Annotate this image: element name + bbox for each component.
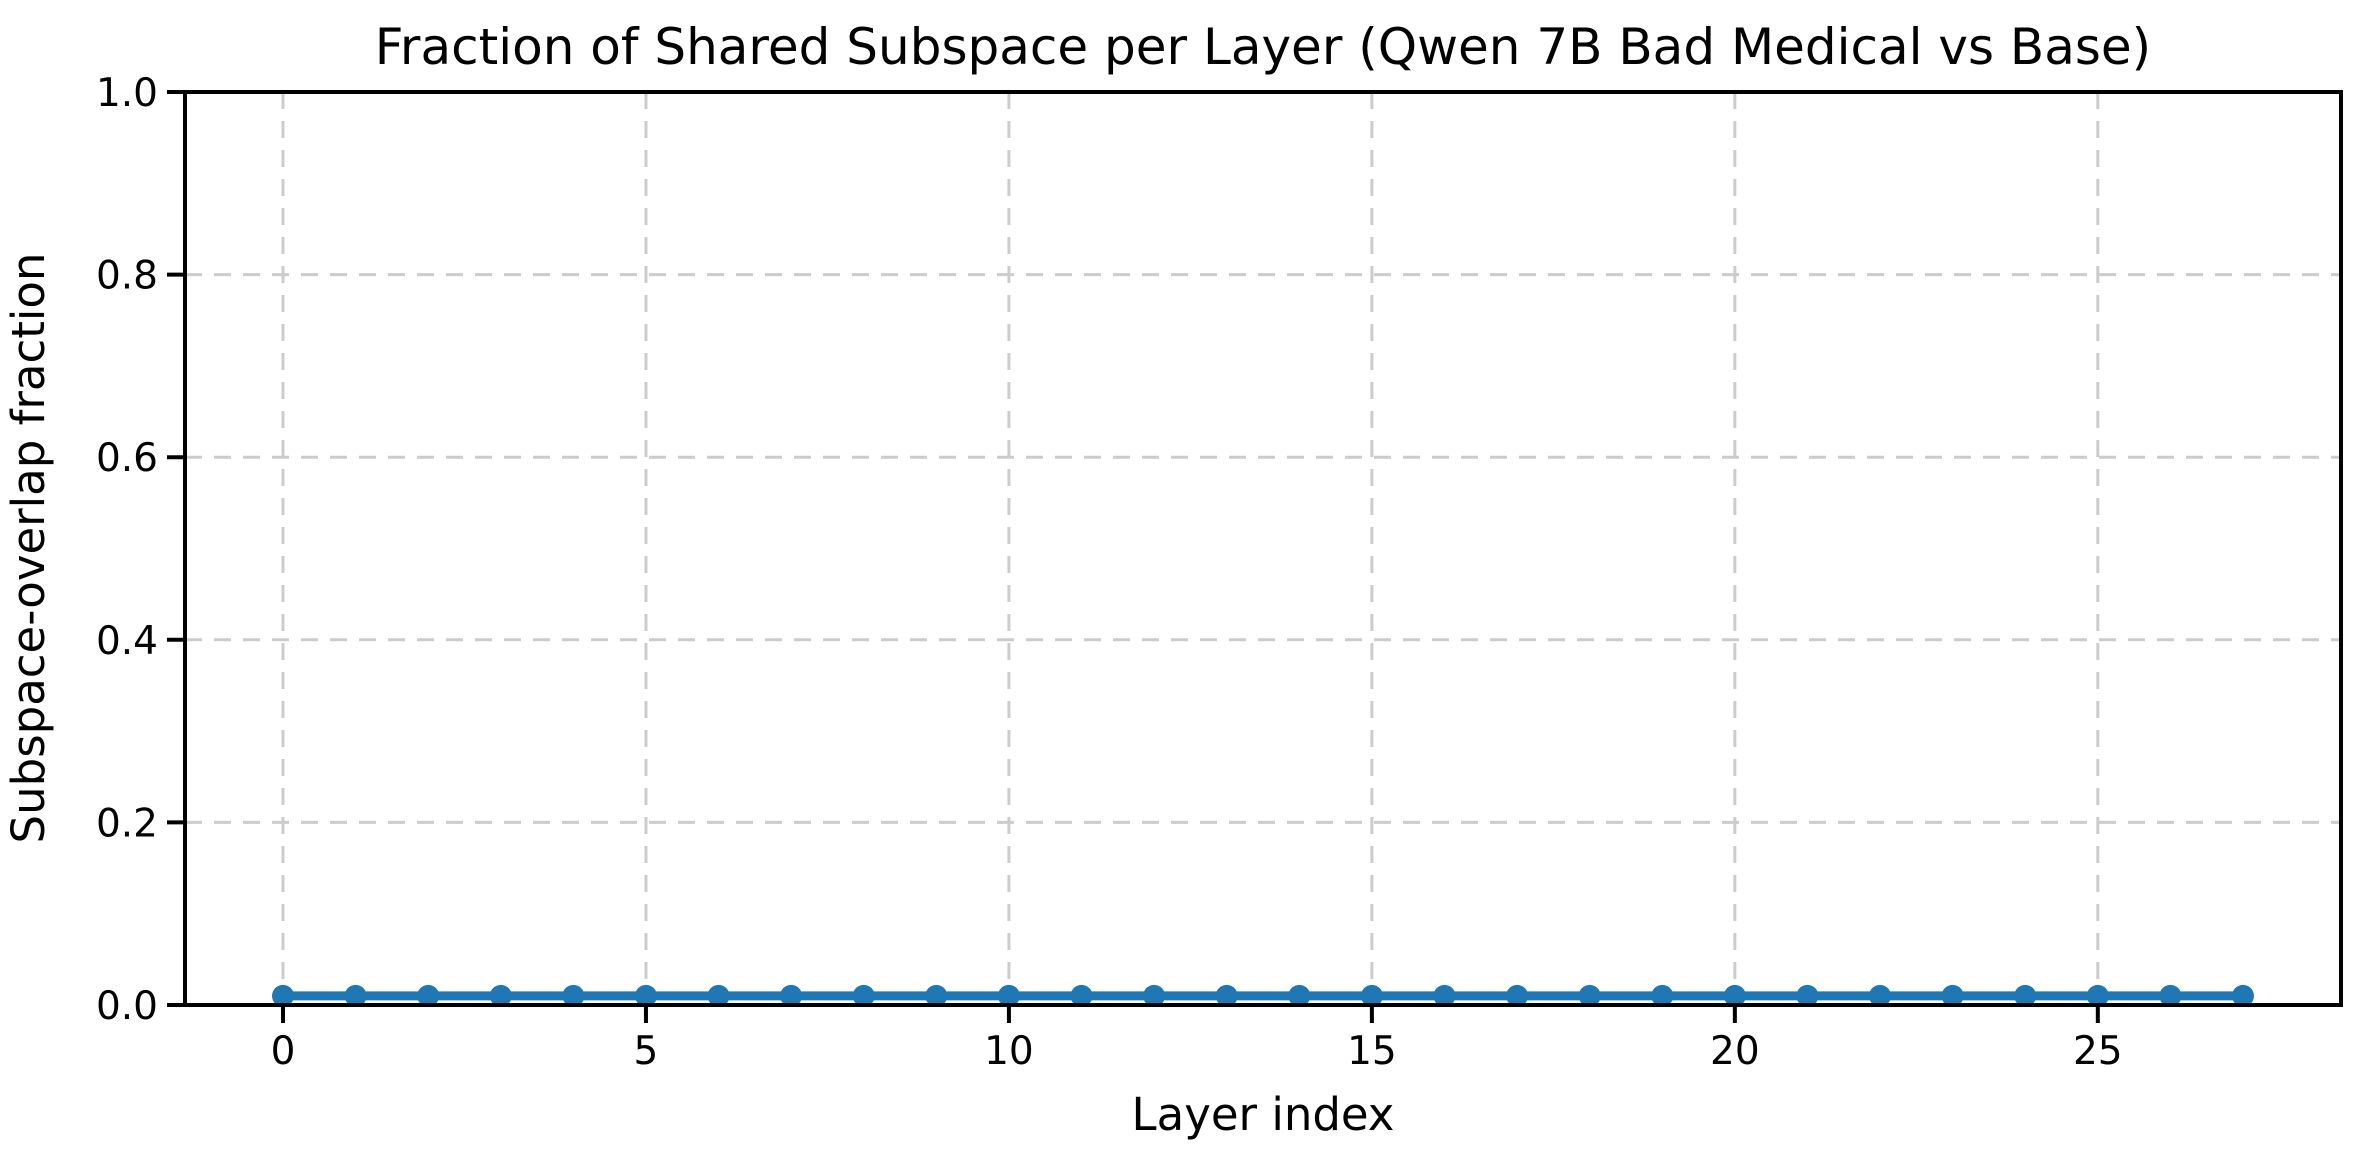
data-point-marker <box>1143 984 1166 1007</box>
gridlines <box>185 90 2341 1007</box>
y-tick-label: 0.6 <box>96 436 158 481</box>
data-point-marker <box>925 984 948 1007</box>
y-tick-label: 0.4 <box>96 619 158 664</box>
data-point-marker <box>635 984 657 1007</box>
data-point-marker <box>1869 984 1891 1007</box>
x-axis-label: Layer index <box>1132 1088 1395 1141</box>
data-point-marker <box>852 984 875 1007</box>
data-point-marker <box>562 984 585 1007</box>
x-tick-label: 20 <box>1710 1029 1760 1074</box>
data-point-marker <box>780 984 803 1007</box>
y-tick-label: 0.2 <box>96 801 158 846</box>
y-tick-label: 0.0 <box>96 984 158 1029</box>
data-point-marker <box>417 984 440 1007</box>
x-tick-label: 10 <box>984 1029 1034 1074</box>
x-tick-label: 15 <box>1347 1029 1397 1074</box>
axis-tick-marks <box>167 90 2100 1023</box>
x-tick-label: 0 <box>271 1029 296 1074</box>
data-point-marker <box>707 984 730 1007</box>
data-series <box>272 984 2254 1007</box>
data-point-marker <box>1651 984 1674 1007</box>
data-point-marker <box>2159 984 2182 1007</box>
x-tick-label: 25 <box>2073 1029 2123 1074</box>
y-axis-label: Subspace-overlap fraction <box>2 253 55 844</box>
data-point-marker <box>1288 984 1311 1007</box>
data-point-marker <box>1723 984 1746 1007</box>
data-point-marker <box>489 984 512 1007</box>
data-point-marker <box>1506 984 1529 1007</box>
data-point-marker <box>344 984 367 1007</box>
data-point-marker <box>2086 984 2109 1007</box>
data-point-marker <box>1070 984 1093 1007</box>
axis-tick-labels: 0 5 10 15 20 25 0.0 0.2 0.4 0.6 0.8 1.0 <box>96 71 2123 1074</box>
chart-title: Fraction of Shared Subspace per Layer (Q… <box>375 18 2151 76</box>
axes-frame <box>183 90 2343 1007</box>
data-point-marker <box>1215 984 1238 1007</box>
data-point-marker <box>272 984 294 1007</box>
y-tick-label: 1.0 <box>96 71 158 116</box>
data-point-marker <box>1941 984 1964 1007</box>
y-tick-label: 0.8 <box>96 254 158 299</box>
data-point-marker <box>997 984 1020 1007</box>
data-point-marker <box>2014 984 2037 1007</box>
plot-frame <box>183 90 2343 1007</box>
data-point-marker <box>1360 984 1383 1007</box>
data-point-marker <box>1433 984 1456 1007</box>
data-point-marker <box>1578 984 1601 1007</box>
data-point-marker <box>1796 984 1819 1007</box>
x-tick-label: 5 <box>634 1029 659 1074</box>
data-point-marker <box>2232 984 2254 1007</box>
